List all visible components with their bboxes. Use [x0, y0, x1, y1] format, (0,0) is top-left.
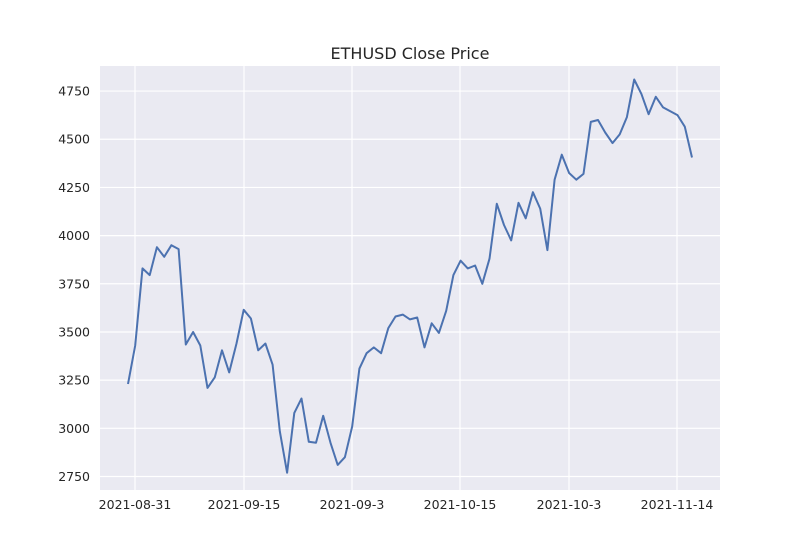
grid [100, 66, 720, 490]
y-tick-label: 2750 [58, 469, 90, 484]
y-tick-label: 4750 [58, 84, 90, 99]
x-tick-label: 2021-11-14 [641, 497, 714, 512]
plot-area [100, 66, 720, 490]
x-tick-label: 2021-10-15 [424, 497, 497, 512]
y-tick-label: 3250 [58, 373, 90, 388]
x-tick-label: 2021-09-3 [320, 497, 385, 512]
y-tick-label: 4500 [58, 132, 90, 147]
y-tick-label: 4250 [58, 180, 90, 195]
y-axis: 2750 3000 3250 3500 3750 4000 4250 4500 4750 [58, 84, 90, 484]
y-tick-label: 3500 [58, 324, 90, 339]
chart-title: ETHUSD Close Price [331, 44, 490, 63]
x-tick-label: 2021-10-3 [537, 497, 602, 512]
series-layer [127, 78, 693, 474]
y-tick-label: 3750 [58, 276, 90, 291]
y-tick-label: 3000 [58, 421, 90, 436]
series-line [127, 78, 693, 474]
x-axis: 2021-08-31 2021-09-15 2021-09-3 2021-10-15 2… [99, 497, 714, 512]
y-tick-label: 4000 [58, 228, 90, 243]
x-tick-label: 2021-09-15 [208, 497, 281, 512]
x-tick-label: 2021-08-31 [99, 497, 172, 512]
